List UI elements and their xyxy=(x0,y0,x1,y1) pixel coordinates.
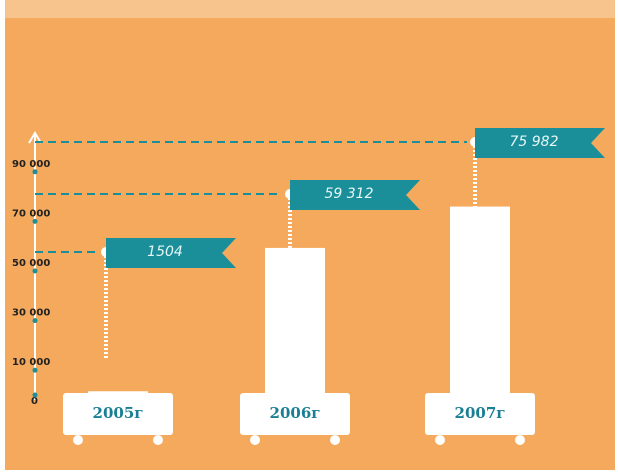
category-label: 2007г xyxy=(455,404,506,422)
y-tick-label: 30 000 xyxy=(12,308,50,319)
value-label: 75 982 xyxy=(510,134,559,150)
value-label: 1504 xyxy=(147,244,183,260)
pedestal xyxy=(425,393,535,435)
pedestal xyxy=(240,393,350,435)
y-tick-label: 50 000 xyxy=(12,258,50,269)
tick-mark xyxy=(32,218,38,224)
tick-mark xyxy=(32,367,38,373)
tick-mark xyxy=(32,318,38,324)
wheel xyxy=(330,435,340,445)
wheel xyxy=(73,435,83,445)
wheel xyxy=(250,435,260,445)
tick-mark xyxy=(32,268,38,274)
value-label: 59 312 xyxy=(325,186,374,202)
y-tick-label: 10 000 xyxy=(12,357,50,368)
top-strip xyxy=(5,0,615,18)
category-label: 2006г xyxy=(270,404,321,422)
tick-mark xyxy=(32,169,38,175)
tick-mark xyxy=(32,392,38,398)
y-tick-label: 70 000 xyxy=(12,208,50,219)
flag xyxy=(106,238,236,268)
y-tick-label: 90 000 xyxy=(12,159,50,170)
bar xyxy=(265,247,325,395)
wheel xyxy=(153,435,163,445)
wheel xyxy=(515,435,525,445)
flag xyxy=(290,180,420,210)
bar xyxy=(450,206,510,395)
category-label: 2005г xyxy=(93,404,144,422)
y-tick-label: 0 xyxy=(31,396,38,407)
pedestal xyxy=(63,393,173,435)
wheel xyxy=(435,435,445,445)
flag xyxy=(475,128,605,158)
axis-arrow xyxy=(28,131,42,144)
